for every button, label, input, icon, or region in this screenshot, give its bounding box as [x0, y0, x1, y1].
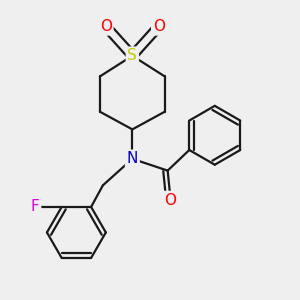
Text: O: O: [165, 193, 177, 208]
Text: F: F: [31, 200, 40, 214]
Text: S: S: [128, 48, 137, 63]
Text: O: O: [153, 19, 165, 34]
Text: O: O: [100, 19, 112, 34]
Text: N: N: [127, 151, 138, 166]
